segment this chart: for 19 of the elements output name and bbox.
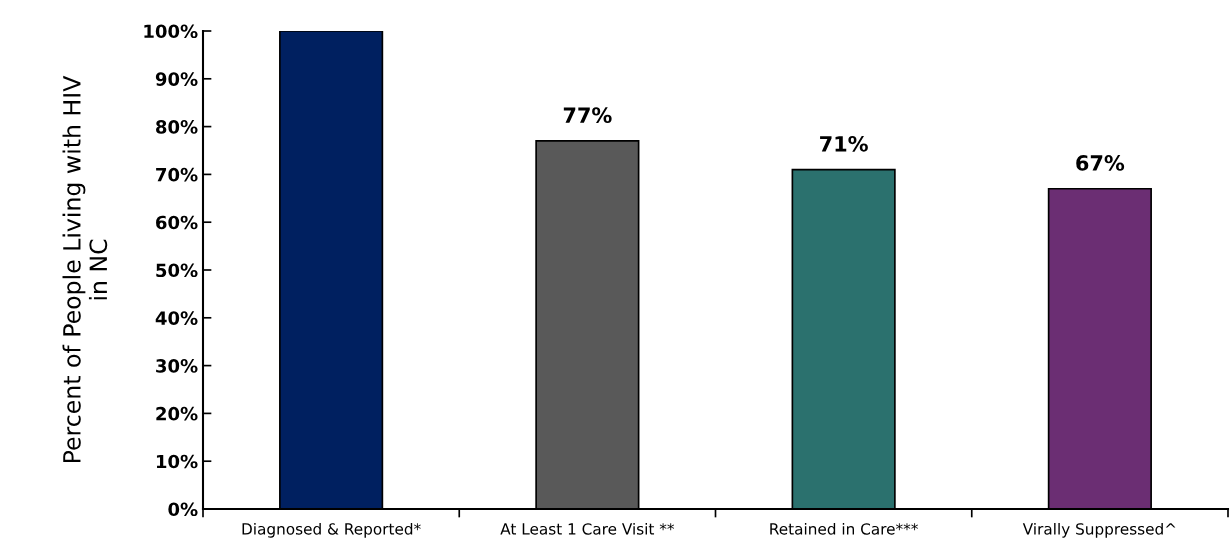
data-label: 67% <box>1076 155 1125 171</box>
data-label: 77% <box>563 107 612 124</box>
x-tick-label: Retained in Care*** <box>770 522 918 535</box>
y-tick-label: 60% <box>156 215 198 230</box>
x-tick-label: Virally Suppressed^ <box>1022 522 1176 538</box>
x-tick-label: At Least 1 Care Visit ** <box>500 522 675 535</box>
y-tick-label: 30% <box>156 359 198 373</box>
y-tick-label: 20% <box>156 406 198 421</box>
y-tick-label: 90% <box>155 72 198 86</box>
y-tick-label: 50% <box>156 263 198 278</box>
y-tick-label: 100% <box>144 24 198 39</box>
y-tick-label: 70% <box>156 167 198 182</box>
x-tick-label: Diagnosed & Reported* <box>242 522 421 538</box>
data-label: 71% <box>820 135 868 152</box>
y-tick-label: 80% <box>156 120 198 134</box>
y-tick-label: 10% <box>156 454 198 469</box>
y-tick-label: 40% <box>155 311 198 325</box>
y-axis-title: Percent of People Living with HIV in NC <box>62 75 108 463</box>
y-tick-label: 0% <box>168 502 198 517</box>
